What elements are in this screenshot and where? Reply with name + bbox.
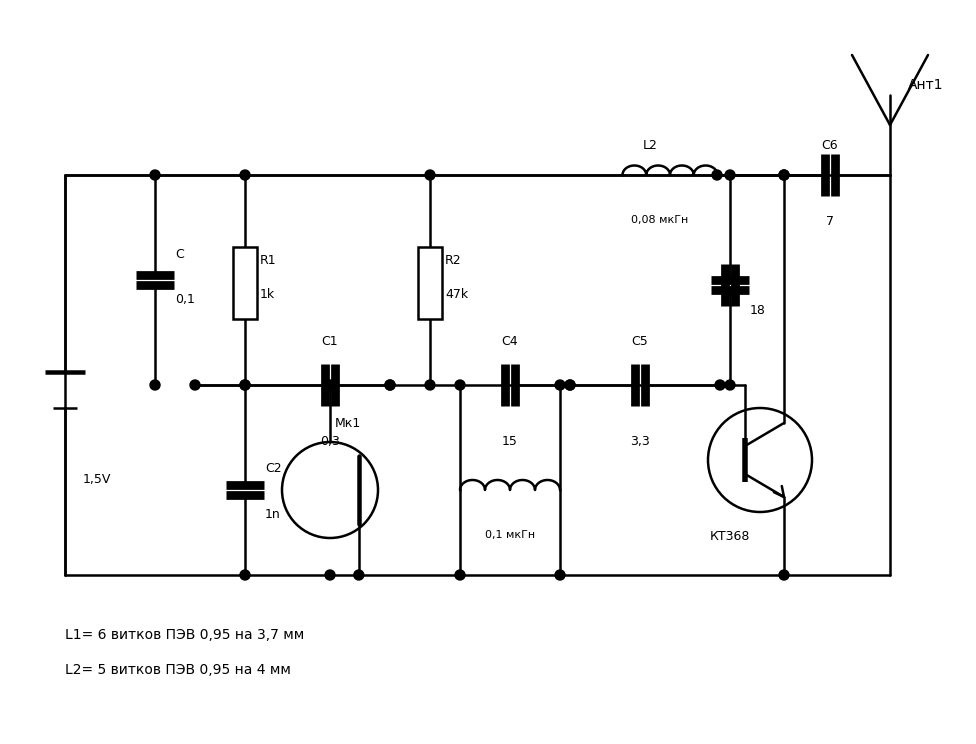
Text: C: C xyxy=(175,248,183,261)
Text: 0,1 мкГн: 0,1 мкГн xyxy=(485,530,535,540)
FancyBboxPatch shape xyxy=(418,247,442,319)
Circle shape xyxy=(555,380,565,390)
Text: 1n: 1n xyxy=(265,508,281,522)
Circle shape xyxy=(779,170,789,180)
Circle shape xyxy=(715,380,725,390)
Circle shape xyxy=(240,570,250,580)
Text: Ант1: Ант1 xyxy=(908,78,944,92)
Text: R2: R2 xyxy=(445,254,462,266)
Circle shape xyxy=(150,170,160,180)
Circle shape xyxy=(712,170,722,180)
Text: C4: C4 xyxy=(502,335,518,348)
Circle shape xyxy=(779,570,789,580)
Text: 1k: 1k xyxy=(260,289,275,301)
Text: 3,3: 3,3 xyxy=(630,435,650,448)
Circle shape xyxy=(425,380,435,390)
Circle shape xyxy=(725,170,735,180)
Circle shape xyxy=(425,170,435,180)
Text: 15: 15 xyxy=(502,435,518,448)
Text: 1,5V: 1,5V xyxy=(83,473,111,487)
Circle shape xyxy=(150,380,160,390)
Circle shape xyxy=(565,380,575,390)
FancyBboxPatch shape xyxy=(233,247,257,319)
Circle shape xyxy=(354,570,364,580)
Circle shape xyxy=(455,570,465,580)
Text: 0,3: 0,3 xyxy=(320,435,340,448)
Circle shape xyxy=(725,380,735,390)
Circle shape xyxy=(455,380,465,390)
Circle shape xyxy=(779,170,789,180)
Text: Мк1: Мк1 xyxy=(335,417,361,430)
Text: L2: L2 xyxy=(642,139,658,152)
Text: 0,1: 0,1 xyxy=(175,293,195,307)
Text: L2= 5 витков ПЭВ 0,95 на 4 мм: L2= 5 витков ПЭВ 0,95 на 4 мм xyxy=(65,663,291,677)
Circle shape xyxy=(385,380,395,390)
Text: 47k: 47k xyxy=(445,289,468,301)
Circle shape xyxy=(325,570,335,580)
Text: R1: R1 xyxy=(260,254,276,266)
Text: 18: 18 xyxy=(750,304,766,316)
Circle shape xyxy=(555,570,565,580)
Circle shape xyxy=(240,380,250,390)
Text: L1= 6 витков ПЭВ 0,95 на 3,7 мм: L1= 6 витков ПЭВ 0,95 на 3,7 мм xyxy=(65,628,305,642)
Text: C5: C5 xyxy=(631,335,648,348)
Text: 0,08 мкГн: 0,08 мкГн xyxy=(631,215,689,225)
Circle shape xyxy=(240,170,250,180)
Circle shape xyxy=(565,380,575,390)
Text: C1: C1 xyxy=(322,335,339,348)
Circle shape xyxy=(385,380,395,390)
Text: C6: C6 xyxy=(822,139,838,152)
Text: 7: 7 xyxy=(826,215,834,228)
Circle shape xyxy=(325,380,335,390)
Text: C2: C2 xyxy=(265,461,282,475)
Circle shape xyxy=(240,380,250,390)
Text: КТ368: КТ368 xyxy=(710,530,751,543)
Circle shape xyxy=(190,380,200,390)
